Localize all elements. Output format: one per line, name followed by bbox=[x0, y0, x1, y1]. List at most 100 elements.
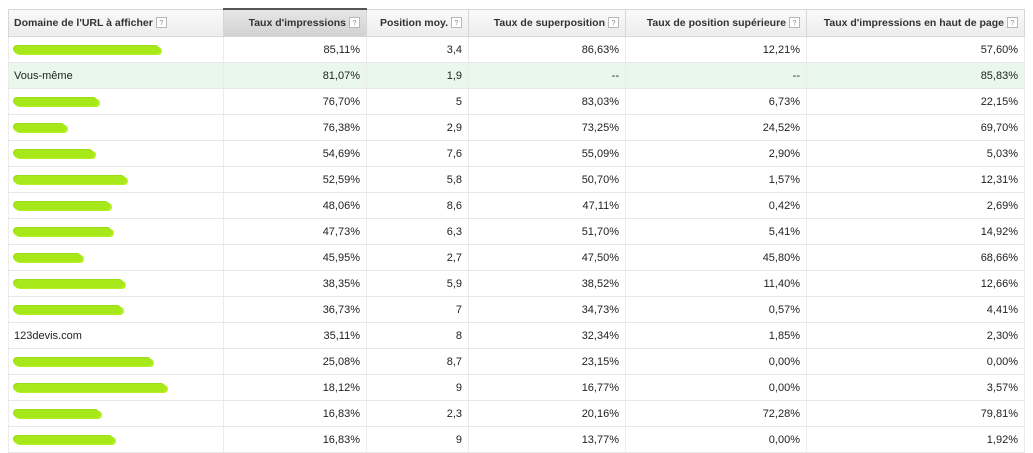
overlap-rate-cell: 23,15% bbox=[468, 348, 626, 375]
avg-position-cell: 7 bbox=[366, 296, 469, 323]
table-row: 76,38% 2,9 73,25% 24,52% 69,70% bbox=[8, 114, 1025, 141]
domain-cell bbox=[8, 400, 224, 427]
position-above-rate-cell: 2,90% bbox=[625, 140, 807, 167]
top-of-page-rate-cell: 22,15% bbox=[806, 88, 1025, 115]
column-header-label: Taux d'impressions bbox=[248, 17, 346, 29]
avg-position-cell: 1,9 bbox=[366, 62, 469, 89]
column-header-label: Position moy. bbox=[379, 16, 448, 29]
help-icon[interactable]: ? bbox=[789, 16, 800, 28]
avg-position-cell: 9 bbox=[366, 374, 469, 401]
column-header-label: Domaine de l'URL à afficher bbox=[14, 16, 153, 29]
column-header-domain[interactable]: Domaine de l'URL à afficher? bbox=[8, 8, 224, 37]
overlap-rate-cell: 47,50% bbox=[468, 244, 626, 271]
domain-cell bbox=[8, 244, 224, 271]
table-row: 54,69% 7,6 55,09% 2,90% 5,03% bbox=[8, 140, 1025, 167]
domain-cell bbox=[8, 140, 224, 167]
position-above-rate-cell: 0,57% bbox=[625, 296, 807, 323]
avg-position-cell: 7,6 bbox=[366, 140, 469, 167]
impression-share-cell: 76,70% bbox=[223, 88, 367, 115]
table-row: 18,12% 9 16,77% 0,00% 3,57% bbox=[8, 374, 1025, 401]
redacted-domain-marker bbox=[14, 45, 160, 54]
avg-position-cell: 3,4 bbox=[366, 36, 469, 63]
position-above-rate-cell: 72,28% bbox=[625, 400, 807, 427]
impression-share-cell: 16,83% bbox=[223, 400, 367, 427]
column-header-top-of-page-rate[interactable]: Taux d'impressions en haut de page? bbox=[806, 8, 1025, 37]
impression-share-cell: 16,83% bbox=[223, 426, 367, 453]
table-row: 36,73% 7 34,73% 0,57% 4,41% bbox=[8, 296, 1025, 323]
avg-position-cell: 2,9 bbox=[366, 114, 469, 141]
domain-cell bbox=[8, 296, 224, 323]
column-header-position-above-rate[interactable]: Taux de position supérieure? bbox=[625, 8, 807, 37]
column-header-avg-position[interactable]: Position moy.? bbox=[366, 8, 469, 37]
table-row: 47,73% 6,3 51,70% 5,41% 14,92% bbox=[8, 218, 1025, 245]
help-icon[interactable]: ? bbox=[349, 17, 360, 28]
redacted-domain-marker bbox=[14, 435, 114, 444]
overlap-rate-cell: 86,63% bbox=[468, 36, 626, 63]
redacted-domain-marker bbox=[14, 97, 98, 106]
overlap-rate-cell: 34,73% bbox=[468, 296, 626, 323]
domain-cell bbox=[8, 192, 224, 219]
domain-cell bbox=[8, 348, 224, 375]
position-above-rate-cell: 24,52% bbox=[625, 114, 807, 141]
table-row: 16,83% 9 13,77% 0,00% 1,92% bbox=[8, 426, 1025, 453]
help-icon[interactable]: ? bbox=[1007, 16, 1018, 28]
top-of-page-rate-cell: 69,70% bbox=[806, 114, 1025, 141]
table-header-row: Domaine de l'URL à afficher? Taux d'impr… bbox=[8, 8, 1025, 37]
domain-cell bbox=[8, 426, 224, 453]
redacted-domain-marker bbox=[14, 383, 166, 392]
help-icon[interactable]: ? bbox=[451, 16, 462, 28]
impression-share-cell: 25,08% bbox=[223, 348, 367, 375]
domain-cell: Vous-même bbox=[8, 62, 224, 89]
avg-position-cell: 5 bbox=[366, 88, 469, 115]
impression-share-cell: 35,11% bbox=[223, 322, 367, 349]
impression-share-cell: 36,73% bbox=[223, 296, 367, 323]
impression-share-cell: 38,35% bbox=[223, 270, 367, 297]
avg-position-cell: 2,3 bbox=[366, 400, 469, 427]
overlap-rate-cell: 13,77% bbox=[468, 426, 626, 453]
redacted-domain-marker bbox=[14, 201, 110, 210]
domain-cell: 123devis.com bbox=[8, 322, 224, 349]
top-of-page-rate-cell: 12,31% bbox=[806, 166, 1025, 193]
redacted-domain-marker bbox=[14, 305, 122, 314]
table-row: 85,11% 3,4 86,63% 12,21% 57,60% bbox=[8, 36, 1025, 63]
table-row: 45,95% 2,7 47,50% 45,80% 68,66% bbox=[8, 244, 1025, 271]
avg-position-cell: 5,9 bbox=[366, 270, 469, 297]
position-above-rate-cell: 5,41% bbox=[625, 218, 807, 245]
table-row: 16,83% 2,3 20,16% 72,28% 79,81% bbox=[8, 400, 1025, 427]
position-above-rate-cell: 45,80% bbox=[625, 244, 807, 271]
table-row: 123devis.com 35,11% 8 32,34% 1,85% 2,30% bbox=[8, 322, 1025, 349]
position-above-rate-cell: 12,21% bbox=[625, 36, 807, 63]
domain-text: 123devis.com bbox=[14, 329, 82, 342]
top-of-page-rate-cell: 12,66% bbox=[806, 270, 1025, 297]
avg-position-cell: 6,3 bbox=[366, 218, 469, 245]
overlap-rate-cell: 16,77% bbox=[468, 374, 626, 401]
position-above-rate-cell: 0,00% bbox=[625, 374, 807, 401]
top-of-page-rate-cell: 68,66% bbox=[806, 244, 1025, 271]
column-header-label: Taux de position supérieure bbox=[646, 16, 786, 29]
domain-text: Vous-même bbox=[14, 69, 73, 82]
overlap-rate-cell: 83,03% bbox=[468, 88, 626, 115]
help-icon[interactable]: ? bbox=[608, 16, 619, 28]
impression-share-cell: 81,07% bbox=[223, 62, 367, 89]
top-of-page-rate-cell: 4,41% bbox=[806, 296, 1025, 323]
table-row: 52,59% 5,8 50,70% 1,57% 12,31% bbox=[8, 166, 1025, 193]
overlap-rate-cell: -- bbox=[468, 62, 626, 89]
help-icon[interactable]: ? bbox=[155, 16, 167, 28]
domain-cell bbox=[8, 114, 224, 141]
domain-cell bbox=[8, 218, 224, 245]
position-above-rate-cell: 0,00% bbox=[625, 426, 807, 453]
overlap-rate-cell: 32,34% bbox=[468, 322, 626, 349]
impression-share-cell: 76,38% bbox=[223, 114, 367, 141]
redacted-domain-marker bbox=[14, 279, 124, 288]
redacted-domain-marker bbox=[14, 175, 126, 184]
column-header-overlap-rate[interactable]: Taux de superposition? bbox=[468, 8, 626, 37]
avg-position-cell: 2,7 bbox=[366, 244, 469, 271]
table-row: 48,06% 8,6 47,11% 0,42% 2,69% bbox=[8, 192, 1025, 219]
column-header-impression-share[interactable]: Taux d'impressions? bbox=[223, 8, 367, 37]
avg-position-cell: 9 bbox=[366, 426, 469, 453]
redacted-domain-marker bbox=[14, 123, 66, 132]
redacted-domain-marker bbox=[14, 149, 94, 158]
auction-insights-table-container: Domaine de l'URL à afficher? Taux d'impr… bbox=[8, 8, 1025, 453]
domain-cell bbox=[8, 166, 224, 193]
overlap-rate-cell: 38,52% bbox=[468, 270, 626, 297]
